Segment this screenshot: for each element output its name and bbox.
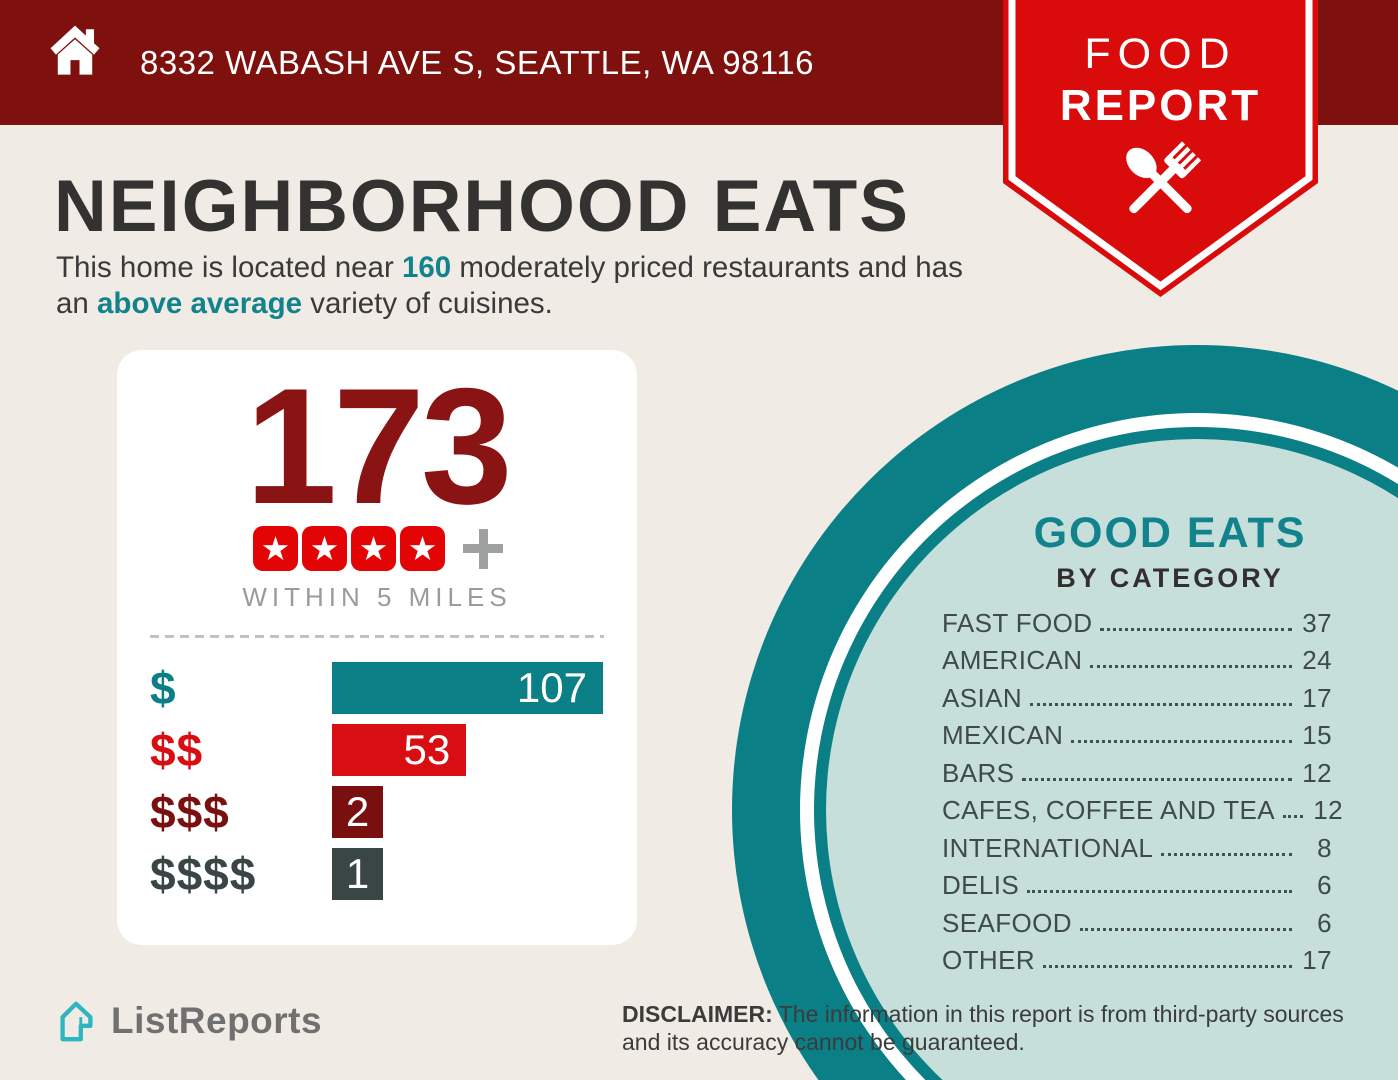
- good-eats-item-label: DELIS: [942, 870, 1020, 900]
- good-eats-item-label: CAFES, COFFEE AND TEA: [942, 795, 1275, 825]
- listreports-brand: ListReports: [53, 998, 322, 1044]
- price-bar-row: $107: [150, 662, 607, 714]
- good-eats-item-label: INTERNATIONAL: [942, 832, 1154, 863]
- good-eats-item-value: 8: [1317, 832, 1332, 863]
- good-eats-item-value: 12: [1313, 795, 1343, 825]
- good-eats-item: INTERNATIONAL 8: [942, 827, 1332, 865]
- good-eats-item-label: BARS: [942, 757, 1015, 788]
- listreports-logo-icon: [60, 1001, 93, 1042]
- star-icon: ★: [351, 526, 396, 571]
- subtitle-text-3: variety of cuisines.: [302, 287, 553, 320]
- good-eats-item: MEXICAN 15: [942, 715, 1332, 753]
- good-eats-item: FAST FOOD 37: [942, 602, 1332, 640]
- good-eats-item-label: AMERICAN: [942, 645, 1083, 675]
- good-eats-item-value: 15: [1302, 720, 1332, 750]
- listreports-brand-name: ListReports: [111, 1000, 323, 1041]
- price-bar-row: $$ 53: [150, 724, 607, 776]
- dotted-leader: [1043, 965, 1292, 968]
- good-eats-item-label: MEXICAN: [942, 720, 1064, 750]
- subtitle-text-2: moderately priced restaurants and has an: [56, 251, 963, 320]
- price-bar: 53: [332, 724, 467, 776]
- price-bar-value: 107: [516, 664, 587, 711]
- restaurant-count: 173: [245, 354, 512, 538]
- subtitle-highlight-count: 160: [401, 251, 452, 284]
- price-bar-label: $$$: [150, 786, 230, 838]
- good-eats-item: ASIAN 17: [942, 677, 1332, 715]
- radius-caption: WITHIN 5 MILES: [242, 582, 512, 612]
- good-eats-item-value: 17: [1302, 682, 1332, 713]
- good-eats-item: OTHER 17: [942, 940, 1332, 978]
- plus-icon: [463, 528, 503, 569]
- good-eats-header: GOOD EATS BY CATEGORY: [970, 509, 1370, 594]
- good-eats-item-value: 6: [1317, 870, 1332, 900]
- price-bar-label: $$$$: [150, 848, 257, 900]
- price-bar: 2: [332, 786, 383, 838]
- good-eats-item: DELIS 6: [942, 865, 1332, 903]
- star-icon: ★: [302, 526, 347, 571]
- dotted-leader: [1100, 627, 1292, 631]
- good-eats-item: CAFES, COFFEE AND TEA 12: [942, 790, 1343, 828]
- dotted-leader: [1022, 777, 1292, 781]
- star-icon: ★: [400, 526, 445, 571]
- price-bar: 1: [332, 848, 383, 900]
- ribbon-title-report: REPORT: [1059, 81, 1262, 130]
- ribbon-banner-shape: [1003, 0, 1318, 297]
- rating-stars: ★ ★ ★ ★: [117, 526, 637, 571]
- good-eats-item-label: FAST FOOD: [942, 607, 1093, 638]
- food-report-ribbon: FOOD REPORT: [1003, 0, 1318, 302]
- disclaimer-text: The information in this report is from t…: [622, 1001, 1344, 1055]
- price-bar-value: 1: [345, 850, 370, 897]
- good-eats-item-value: 17: [1302, 945, 1332, 975]
- good-eats-item-label: SEAFOOD: [942, 907, 1072, 938]
- star-icon: ★: [253, 526, 298, 571]
- price-bar: 107: [332, 662, 603, 714]
- subtitle-text-1: This home is located near: [56, 251, 402, 284]
- subtitle-highlight-variety: above average: [97, 287, 303, 320]
- price-bar-row: $$$$ 1: [150, 848, 607, 900]
- restaurant-stats-card: 173 ★ ★ ★ ★ WITHIN 5 MILES $107 $$ 53 $$$ 2 $$$$…: [117, 350, 637, 945]
- dashed-divider: [150, 635, 604, 638]
- ribbon-text: FOOD REPORT: [1003, 30, 1318, 131]
- good-eats-item: AMERICAN 24: [942, 640, 1332, 678]
- good-eats-item-value: 6: [1317, 907, 1332, 938]
- good-eats-title: GOOD EATS: [1033, 509, 1307, 557]
- dotted-leader: [1090, 665, 1292, 668]
- price-bar-label: $$: [150, 724, 204, 776]
- price-bar-label: $: [150, 662, 177, 714]
- home-icon: [50, 25, 100, 75]
- dotted-leader: [1071, 740, 1292, 743]
- good-eats-circle-white-ring: [800, 413, 1398, 1080]
- good-eats-item-value: 24: [1302, 645, 1332, 675]
- price-bars: $107 $$ 53 $$$ 2 $$$$ 1: [150, 662, 607, 910]
- dotted-leader: [1161, 852, 1292, 856]
- price-bar-row: $$$ 2: [150, 786, 607, 838]
- property-address: 8332 WABASH AVE S, SEATTLE, WA 98116: [140, 43, 815, 81]
- good-eats-item-value: 37: [1302, 607, 1332, 638]
- page-title: NEIGHBORHOOD EATS: [54, 166, 910, 247]
- dotted-leader: [1030, 702, 1292, 706]
- disclaimer: DISCLAIMER: The information in this repo…: [622, 1000, 1367, 1056]
- good-eats-item-label: OTHER: [942, 945, 1035, 975]
- dotted-leader: [1079, 927, 1292, 931]
- dotted-leader: [1027, 890, 1292, 893]
- good-eats-list: FAST FOOD 37 AMERICAN 24 ASIAN 17 MEXICAN 15 BAR…: [942, 602, 1343, 978]
- good-eats-item: SEAFOOD 6: [942, 902, 1332, 940]
- page-subtitle: This home is located near 160 moderately…: [56, 250, 996, 322]
- good-eats-item-label: ASIAN: [942, 682, 1023, 713]
- good-eats-subtitle: BY CATEGORY: [1056, 563, 1284, 593]
- price-bar-value: 53: [403, 726, 451, 773]
- price-bar-value: 2: [345, 788, 370, 835]
- good-eats-item: BARS 12: [942, 752, 1332, 790]
- disclaimer-label: DISCLAIMER:: [622, 1001, 773, 1027]
- good-eats-item-value: 12: [1302, 757, 1332, 788]
- spoon-fork-icon: [1126, 141, 1202, 214]
- ribbon-title-food: FOOD: [1084, 30, 1237, 78]
- dotted-leader: [1282, 815, 1303, 818]
